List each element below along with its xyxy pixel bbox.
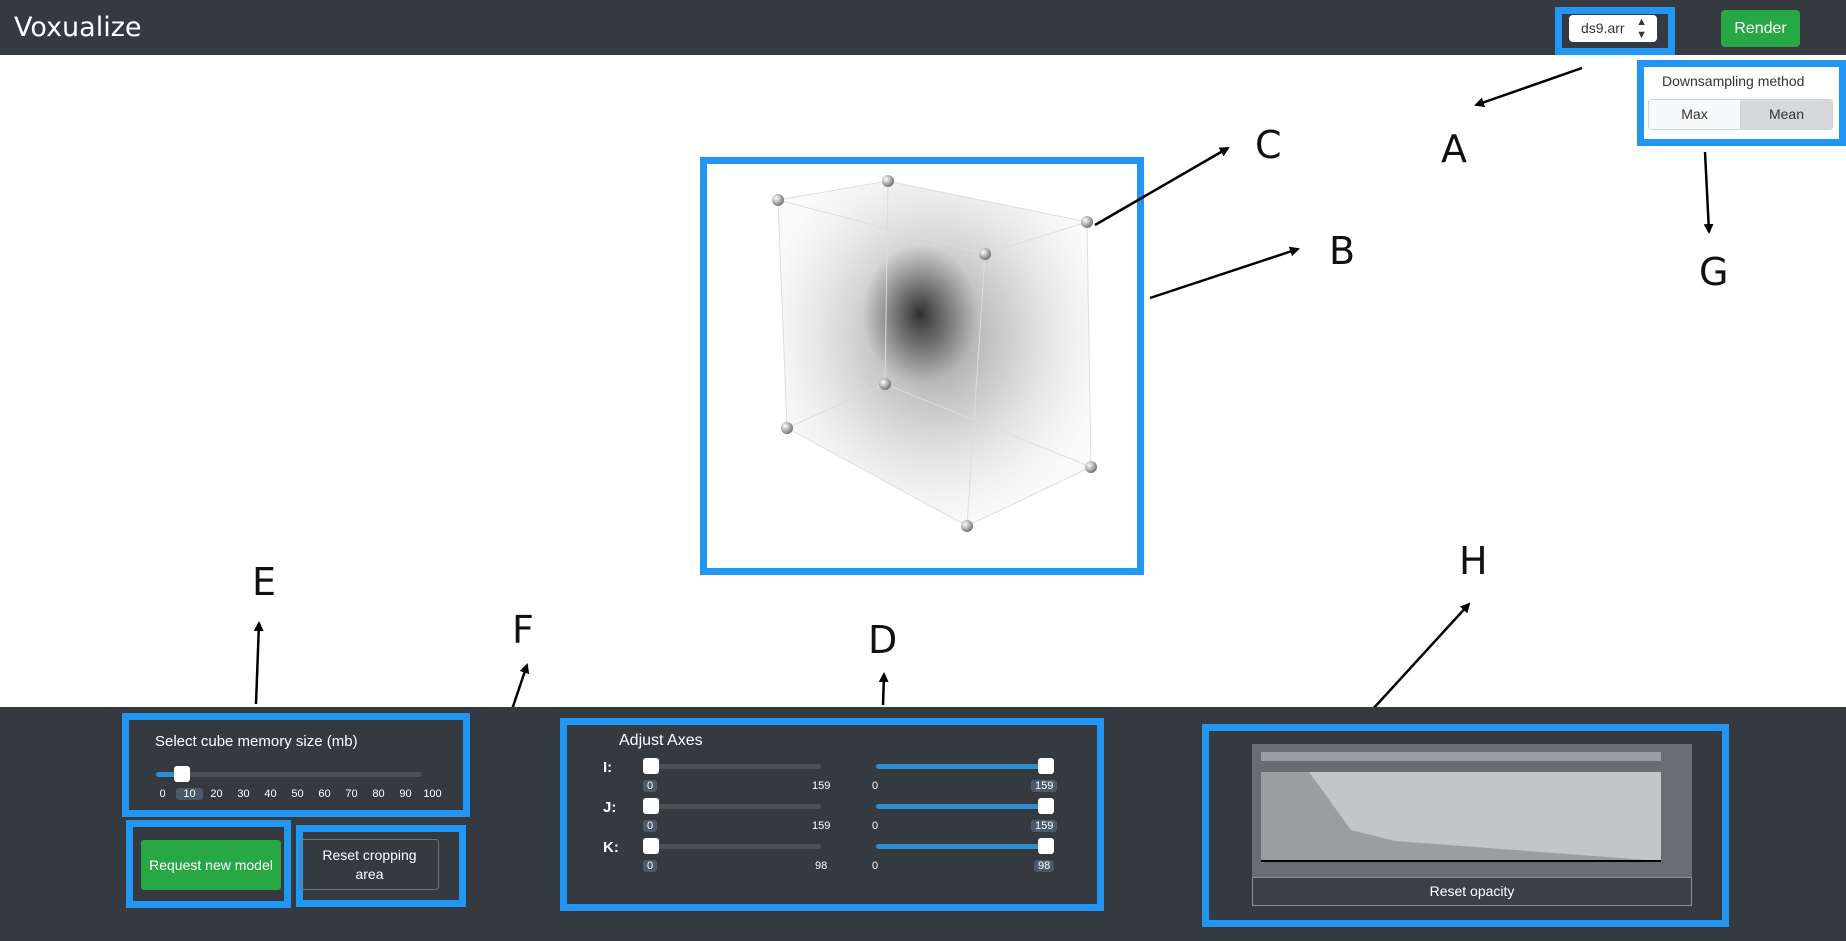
render-button[interactable]: Render (1721, 10, 1800, 47)
axis-k-max-thumb[interactable] (1038, 838, 1054, 854)
dataset-select[interactable]: ds9.arr ▲ ▼ (1569, 15, 1657, 42)
memory-tick: 20 (210, 788, 223, 800)
opacity-curve[interactable] (1261, 772, 1661, 861)
memory-tick: 0 (159, 788, 166, 800)
axis-k-min-left-value: 0 (643, 860, 658, 872)
crop-handle[interactable] (879, 378, 891, 390)
memory-tick: 90 (399, 788, 412, 800)
annotation-e: E (252, 560, 277, 604)
adjust-axes-title: Adjust Axes (619, 732, 703, 749)
memory-slider-fill (156, 772, 182, 777)
reset-cropping-label-line1: Reset cropping (322, 847, 417, 863)
highlight-box-g (1637, 60, 1846, 146)
reset-cropping-label-line2: area (355, 866, 384, 882)
annotation-h: H (1459, 539, 1488, 583)
annotation-d: D (868, 618, 898, 662)
axis-j-max-thumb[interactable] (1038, 798, 1054, 814)
axis-j-max-track[interactable] (876, 804, 1054, 809)
app-title: Voxualize (14, 12, 142, 43)
highlight-box-a (1555, 7, 1675, 55)
axis-i-max-right-value: 159 (1031, 780, 1058, 792)
axis-j-min-right-value: 0 (872, 820, 879, 832)
crop-handle[interactable] (979, 248, 991, 260)
annotation-a: A (1441, 127, 1467, 171)
annotation-b: B (1329, 229, 1356, 273)
memory-tick: 30 (237, 788, 250, 800)
axis-k-min-right-value: 0 (872, 860, 879, 872)
crop-handle[interactable] (772, 194, 784, 206)
axis-k-max-track[interactable] (876, 844, 1054, 849)
axis-j-min-left-value: 0 (643, 820, 658, 832)
axis-i-min-thumb[interactable] (643, 758, 659, 774)
axis-j-min-track[interactable] (643, 804, 821, 809)
crop-handle[interactable] (1081, 216, 1093, 228)
highlight-box-e (122, 713, 470, 817)
top-navbar: Voxualize ds9.arr ▲ ▼ Render (0, 0, 1846, 55)
crop-handle[interactable] (882, 175, 894, 187)
annotation-g: G (1699, 250, 1729, 294)
crop-handle[interactable] (1085, 461, 1097, 473)
memory-tick: 50 (291, 788, 304, 800)
crop-handle[interactable] (961, 520, 973, 532)
memory-tick: 40 (264, 788, 277, 800)
downsampling-mean-button[interactable]: Mean (1740, 100, 1832, 129)
axis-k-min-track[interactable] (643, 844, 821, 849)
highlight-box-request (126, 820, 291, 908)
highlight-box-h (1202, 724, 1729, 927)
axis-k-min-thumb[interactable] (643, 838, 659, 854)
memory-tick: 60 (318, 788, 331, 800)
axis-j-max-left-value: 159 (812, 820, 831, 832)
memory-size-title: Select cube memory size (mb) (155, 733, 358, 750)
memory-ticks: 0 10 20 30 40 50 60 70 80 90 100 (149, 788, 446, 800)
crop-handle[interactable] (781, 422, 793, 434)
axis-label-i: I: (603, 759, 613, 776)
downsampling-title: Downsampling method (1662, 73, 1805, 89)
highlight-box-f (296, 825, 466, 907)
memory-slider-thumb[interactable] (174, 766, 190, 782)
axis-j-min-thumb[interactable] (643, 798, 659, 814)
volume-core (862, 244, 978, 384)
request-new-model-button[interactable]: Request new model (141, 840, 281, 890)
axis-i-min-left-value: 0 (643, 780, 658, 792)
opacity-curve-editor[interactable] (1252, 744, 1692, 874)
memory-tick: 70 (345, 788, 358, 800)
dataset-select-value: ds9.arr (1581, 20, 1625, 36)
volume-3d-viewer[interactable] (709, 166, 1133, 567)
annotation-f: F (512, 608, 534, 652)
axis-i-max-track[interactable] (876, 764, 1054, 769)
axis-i-max-thumb[interactable] (1038, 758, 1054, 774)
axis-i-min-track[interactable] (643, 764, 821, 769)
reset-cropping-button[interactable]: Reset cropping area (300, 839, 439, 890)
memory-tick-selected: 10 (176, 788, 203, 800)
axis-label-j: J: (603, 799, 617, 816)
reset-opacity-button[interactable]: Reset opacity (1252, 877, 1692, 906)
downsampling-max-button[interactable]: Max (1649, 100, 1740, 129)
downsampling-toggle: Max Mean (1648, 99, 1833, 130)
axis-i-min-right-value: 0 (872, 780, 879, 792)
memory-tick: 80 (372, 788, 385, 800)
annotation-c: C (1255, 123, 1282, 167)
axis-label-k: K: (603, 839, 619, 856)
memory-slider-track[interactable] (156, 772, 422, 777)
select-arrows-icon: ▲ ▼ (1636, 16, 1647, 41)
highlight-box-b (700, 157, 1144, 575)
highlight-box-d (560, 718, 1104, 911)
opacity-header-bar (1261, 752, 1661, 761)
axis-k-max-right-value: 98 (1034, 860, 1055, 872)
crop-handles[interactable] (772, 175, 1097, 532)
axis-k-max-left-value: 98 (815, 860, 828, 872)
axis-j-max-right-value: 159 (1031, 820, 1058, 832)
memory-tick: 100 (423, 788, 442, 800)
axis-i-max-left-value: 159 (812, 780, 831, 792)
